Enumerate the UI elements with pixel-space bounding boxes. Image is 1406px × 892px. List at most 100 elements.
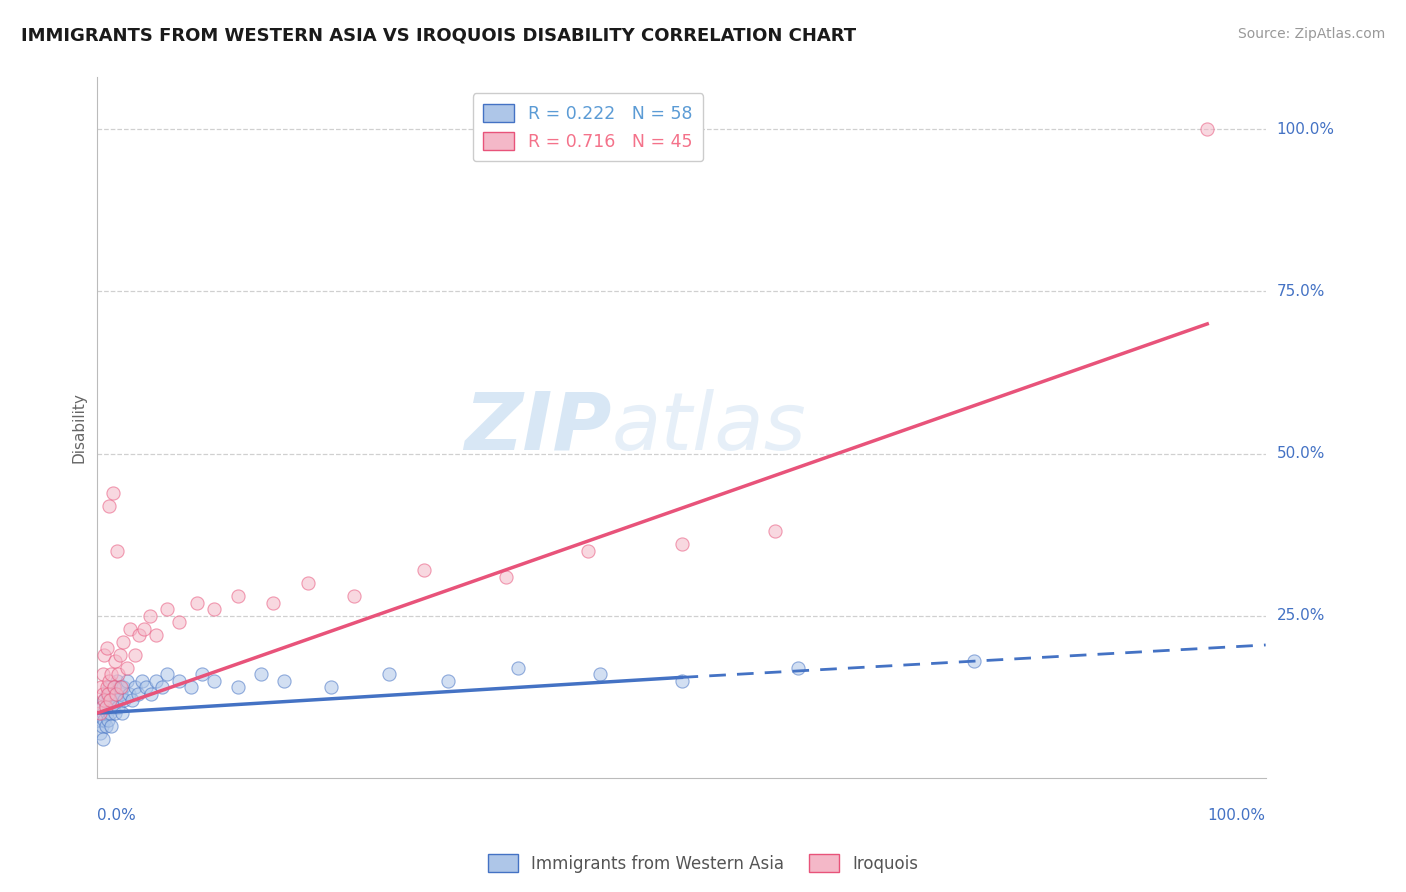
Point [132,622,155,636]
Point [93,713,115,727]
Point [94,719,117,733]
Point [108,680,131,694]
Point [787,661,810,675]
Point [93,693,115,707]
Point [94,699,117,714]
Point [98,680,121,694]
Point [97,693,120,707]
Point [111,706,134,720]
Point [98,687,121,701]
Point [156,667,179,681]
Point [413,563,436,577]
Point [297,576,319,591]
Point [506,661,529,675]
Point [226,680,249,694]
Text: 100.0%: 100.0% [1277,122,1334,136]
Point [104,654,127,668]
Point [124,680,146,694]
Point [167,615,190,630]
Point [273,673,295,688]
Point [98,499,121,513]
Point [671,537,693,551]
Point [101,485,124,500]
Point [91,706,114,720]
Point [145,628,167,642]
Point [121,693,143,707]
Point [96,687,118,701]
Point [120,622,142,636]
Point [112,680,135,694]
Point [96,706,118,720]
Point [98,693,121,707]
Point [105,693,128,707]
Point [93,648,115,662]
Point [131,673,153,688]
Point [110,687,132,701]
Point [589,667,612,681]
Point [91,731,114,746]
Point [576,544,599,558]
Point [191,667,214,681]
Legend: R = 0.222   N = 58, R = 0.716   N = 45: R = 0.222 N = 58, R = 0.716 N = 45 [472,93,703,161]
Point [101,699,124,714]
Point [91,699,114,714]
Point [167,673,190,688]
Point [156,602,179,616]
Point [202,602,225,616]
Point [378,667,401,681]
Point [91,687,114,701]
Point [128,628,150,642]
Point [202,673,225,688]
Point [93,693,115,707]
Point [262,596,284,610]
Point [115,661,138,675]
Point [91,719,114,733]
Point [105,544,128,558]
Point [107,699,129,714]
Point [97,713,120,727]
Point [100,719,122,733]
Point [91,667,114,681]
Point [139,687,162,701]
Point [671,673,693,688]
Point [1197,122,1219,136]
Point [110,680,132,694]
Text: 75.0%: 75.0% [1277,284,1324,299]
Point [96,641,118,656]
Point [150,680,173,694]
Point [90,713,112,727]
Point [127,687,149,701]
Point [98,699,121,714]
Y-axis label: Disability: Disability [72,392,86,463]
Point [100,693,122,707]
Point [180,680,202,694]
Point [103,680,125,694]
Text: ZIP: ZIP [464,389,612,467]
Point [112,634,135,648]
Point [115,673,138,688]
Point [103,680,125,694]
Point [250,667,273,681]
Point [97,687,120,701]
Point [343,590,366,604]
Point [104,706,127,720]
Point [108,648,131,662]
Point [112,693,135,707]
Point [89,725,111,739]
Point [124,648,146,662]
Point [104,687,127,701]
Point [89,706,111,720]
Text: IMMIGRANTS FROM WESTERN ASIA VS IROQUOIS DISABILITY CORRELATION CHART: IMMIGRANTS FROM WESTERN ASIA VS IROQUOIS… [21,27,856,45]
Legend: Immigrants from Western Asia, Iroquois: Immigrants from Western Asia, Iroquois [481,847,925,880]
Point [135,680,157,694]
Text: 50.0%: 50.0% [1277,446,1324,461]
Point [763,524,786,539]
Text: 25.0%: 25.0% [1277,608,1324,624]
Point [437,673,460,688]
Text: 100.0%: 100.0% [1208,808,1265,823]
Point [96,680,118,694]
Point [139,608,162,623]
Point [319,680,342,694]
Point [145,673,167,688]
Point [962,654,984,668]
